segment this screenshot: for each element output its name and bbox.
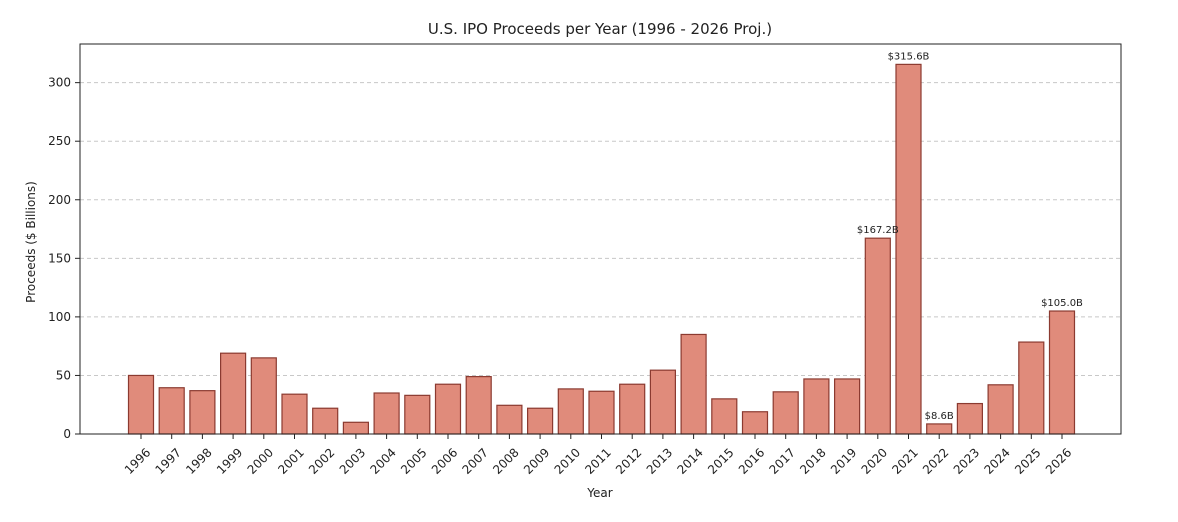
- y-tick-label: 0: [63, 427, 71, 441]
- x-tick-label-2023: 2023: [951, 445, 982, 476]
- bar-2024: [987, 384, 1014, 435]
- y-tick-label: 250: [48, 134, 71, 148]
- x-tick-label-2010: 2010: [552, 445, 583, 476]
- bars: [127, 63, 1076, 435]
- bar-2026: [1048, 310, 1076, 435]
- data-label-2021: $315.6B: [888, 51, 930, 62]
- x-axis-label: Year: [586, 486, 612, 500]
- bar-2016: [741, 411, 769, 435]
- x-tick-label-1996: 1996: [122, 445, 153, 476]
- x-tick-label-2008: 2008: [490, 445, 521, 476]
- x-tick-label-2005: 2005: [398, 445, 429, 476]
- bar-2001: [281, 393, 308, 435]
- bar-2014: [680, 333, 707, 435]
- bar-2022: [926, 423, 953, 435]
- y-axis-label: Proceeds ($ Billions): [24, 181, 38, 303]
- x-tick-label-2011: 2011: [582, 445, 613, 476]
- x-tick-label-2002: 2002: [306, 445, 337, 476]
- chart-title: U.S. IPO Proceeds per Year (1996 - 2026 …: [428, 20, 772, 38]
- x-tick-label-2018: 2018: [797, 445, 828, 476]
- x-tick-label-2004: 2004: [367, 445, 398, 476]
- y-tick-label: 100: [48, 310, 71, 324]
- x-tick-label-2015: 2015: [705, 445, 736, 476]
- bar-2003: [342, 421, 369, 435]
- bar-2007: [465, 376, 492, 435]
- y-tick-label: 200: [48, 193, 71, 207]
- bar-2008: [496, 404, 523, 435]
- bar-2012: [619, 383, 646, 435]
- x-tick-label-2024: 2024: [981, 445, 1012, 476]
- bar-2025: [1018, 341, 1045, 435]
- x-tick-label-2019: 2019: [828, 445, 859, 476]
- grid-lines: [80, 82, 1121, 376]
- x-tick-label-2021: 2021: [889, 445, 920, 476]
- y-tick-label: 300: [48, 76, 71, 90]
- x-tick-label-2014: 2014: [674, 445, 705, 476]
- x-tick-label-2016: 2016: [736, 445, 767, 476]
- x-tick-label-2017: 2017: [767, 445, 798, 476]
- bar-2005: [404, 394, 431, 435]
- y-tick-label: 50: [56, 368, 71, 382]
- bar-2018: [803, 378, 830, 435]
- x-axis-ticks: 1996 1997 1998 1999 2000 2001 2002 2003 2004 2005…: [122, 434, 1074, 477]
- x-tick-label-2013: 2013: [644, 445, 675, 476]
- bar-1999: [220, 352, 247, 435]
- bar-2002: [312, 407, 339, 435]
- x-tick-label-2009: 2009: [521, 445, 552, 476]
- x-tick-label-2022: 2022: [920, 445, 951, 476]
- bar-2015: [711, 398, 738, 435]
- x-tick-label-2007: 2007: [460, 445, 491, 476]
- bar-2006: [434, 383, 462, 435]
- bar-2023: [956, 402, 984, 435]
- data-label-2020: $167.2B: [857, 225, 899, 236]
- bar-2020: [864, 237, 891, 435]
- bar-1997: [158, 387, 185, 435]
- x-tick-label-1997: 1997: [153, 445, 184, 476]
- x-tick-label-2001: 2001: [275, 445, 306, 476]
- x-tick-label-2020: 2020: [859, 445, 890, 476]
- bar-2013: [649, 369, 677, 435]
- bar-2004: [373, 392, 400, 435]
- x-tick-label-2000: 2000: [245, 445, 276, 476]
- data-label-2022: $8.6B: [925, 411, 954, 422]
- x-tick-label-1999: 1999: [214, 445, 245, 476]
- x-tick-label-2026: 2026: [1043, 445, 1074, 476]
- x-tick-label-2012: 2012: [613, 445, 644, 476]
- bar-2009: [526, 407, 554, 435]
- y-axis-ticks: 0 50 100 150 200 250 300: [48, 76, 80, 441]
- x-tick-label-2003: 2003: [337, 445, 368, 476]
- bar-2019: [833, 378, 861, 435]
- bar-1996: [127, 374, 155, 435]
- x-tick-label-2006: 2006: [429, 445, 460, 476]
- bar-2011: [588, 390, 615, 435]
- bar-2000: [250, 357, 277, 435]
- plot-frame: [79, 43, 1122, 435]
- y-tick-label: 150: [48, 251, 71, 265]
- bar-1998: [189, 390, 216, 435]
- bar-2010: [557, 388, 584, 435]
- data-label-2026: $105.0B: [1041, 298, 1083, 309]
- bar-2017: [772, 391, 799, 435]
- x-tick-label-2025: 2025: [1012, 445, 1043, 476]
- x-tick-label-1998: 1998: [183, 445, 214, 476]
- bar-2021: [895, 63, 922, 435]
- data-labels: $167.2B $315.6B $8.6B $105.0B: [857, 51, 1083, 422]
